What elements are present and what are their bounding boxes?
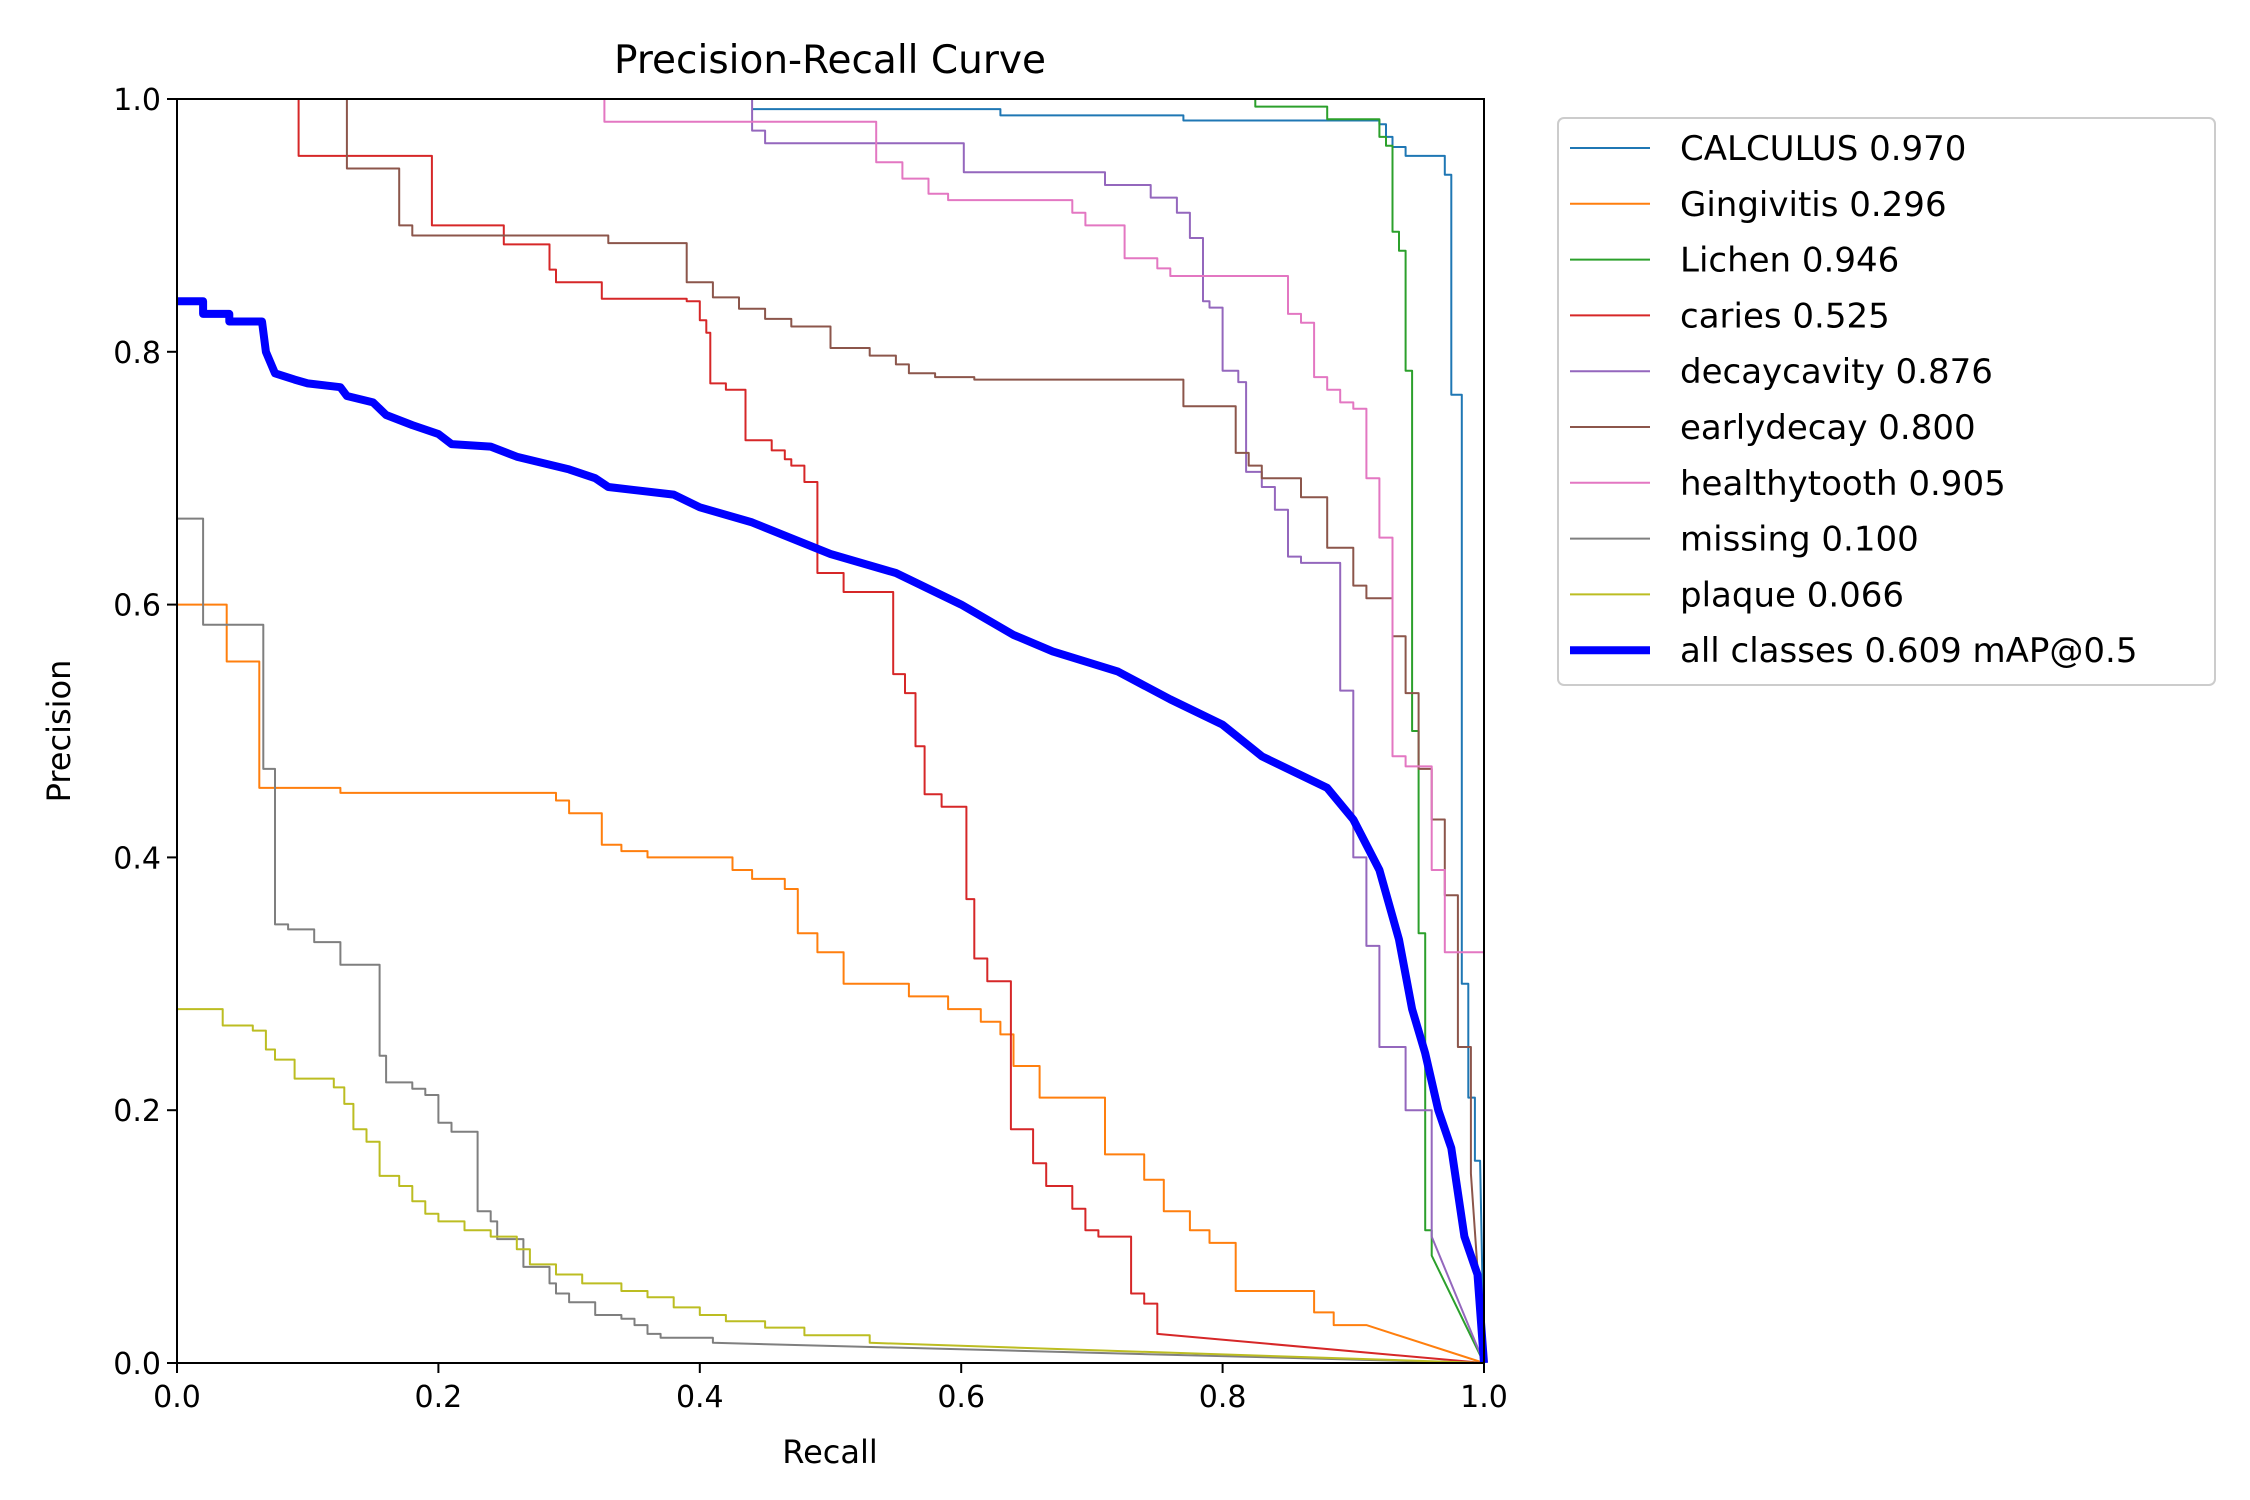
y-tick-label: 0.0 [113, 1347, 161, 1382]
series-line-decaycavity [751, 99, 1485, 1364]
y-axis-label: Precision [40, 660, 78, 803]
y-tick-label: 0.8 [113, 336, 161, 371]
series-line-lichen [1254, 99, 1485, 1364]
legend-label: Lichen 0.946 [1680, 241, 1899, 281]
series-line-missing [177, 517, 1485, 1364]
legend-box [1557, 117, 2216, 686]
plot-frame [176, 98, 1485, 1364]
y-tick-label: 1.0 [113, 83, 161, 118]
y-tick-label: 0.2 [113, 1094, 161, 1129]
series-line-all [177, 297, 1488, 1364]
legend-label: all classes 0.609 mAP@0.5 [1680, 631, 2137, 671]
legend: CALCULUS 0.970 Gingivitis 0.296 Lichen 0.9… [1557, 117, 2216, 686]
x-tick-label: 0.4 [676, 1380, 724, 1415]
series-line-plaque [177, 1008, 1485, 1364]
y-tick-label: 0.6 [113, 589, 161, 624]
series-lines [177, 99, 1488, 1364]
legend-label: Gingivitis 0.296 [1680, 185, 1947, 225]
y-tick-label: 0.4 [113, 841, 161, 876]
legend-label: healthytooth 0.905 [1680, 464, 2006, 504]
legend-label: earlydecay 0.800 [1680, 408, 1976, 448]
legend-label: CALCULUS 0.970 [1680, 129, 1966, 169]
chart-title: Precision-Recall Curve [614, 38, 1046, 83]
series-line-caries [297, 99, 1485, 1364]
series-line-healthytooth [603, 99, 1485, 1363]
x-tick-label: 0.8 [1199, 1380, 1247, 1415]
series-line-calculus [752, 108, 1485, 1364]
legend-label: caries 0.525 [1680, 296, 1890, 336]
x-axis-ticks: 0.0 0.2 0.4 0.6 0.8 1.0 [153, 1363, 1508, 1415]
series-line-gingivitis [177, 603, 1485, 1364]
legend-label: decaycavity 0.876 [1680, 352, 1993, 392]
x-tick-label: 0.2 [415, 1380, 463, 1415]
legend-label: plaque 0.066 [1680, 575, 1904, 615]
x-tick-label: 1.0 [1460, 1380, 1508, 1415]
legend-label: missing 0.100 [1680, 520, 1919, 560]
x-axis-label: Recall [782, 1433, 877, 1471]
x-tick-label: 0.0 [153, 1380, 201, 1415]
x-tick-label: 0.6 [937, 1380, 985, 1415]
series-line-earlydecay [345, 99, 1485, 1364]
y-axis-ticks: 0.0 0.2 0.4 0.6 0.8 1.0 [113, 83, 177, 1382]
